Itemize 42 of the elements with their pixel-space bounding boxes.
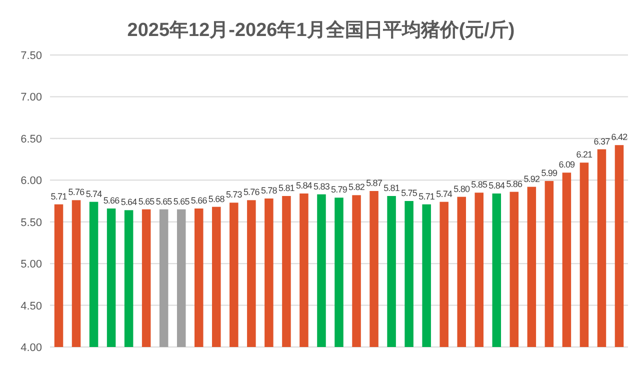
data-label: 5.75 (401, 188, 418, 198)
y-tick-label: 6.50 (20, 133, 42, 146)
data-label: 5.87 (366, 178, 382, 188)
y-tick-label: 5.50 (20, 216, 42, 229)
data-label: 5.71 (50, 191, 68, 202)
data-label: 5.71 (418, 191, 435, 202)
data-label: 5.64 (120, 197, 138, 208)
data-label: 5.86 (506, 178, 522, 189)
y-tick-label: 7.50 (20, 50, 42, 62)
data-label: 5.79 (331, 184, 348, 195)
y-tick-label: 7.00 (20, 92, 42, 104)
data-label: 5.76 (243, 187, 260, 198)
data-label: 5.81 (278, 182, 295, 193)
data-label: 5.99 (541, 168, 558, 178)
data-label: 5.84 (296, 180, 312, 190)
data-label: 6.42 (611, 132, 628, 142)
data-label: 5.82 (348, 182, 365, 192)
data-label: 6.37 (594, 136, 610, 146)
data-label: 5.92 (524, 174, 540, 184)
y-tick-label: 5.00 (20, 258, 42, 271)
data-label: 5.65 (138, 196, 155, 206)
data-label: 5.74 (436, 188, 452, 199)
data-label: 6.09 (558, 160, 576, 170)
data-label: 6.21 (576, 150, 593, 160)
data-label: 5.80 (454, 184, 470, 194)
y-tick-label: 4.00 (20, 342, 42, 354)
y-tick-label: 4.50 (20, 300, 42, 312)
data-label: 5.73 (226, 190, 242, 200)
data-label: 5.68 (208, 194, 225, 204)
data-label: 5.83 (314, 181, 330, 192)
data-label: 5.66 (190, 196, 208, 206)
data-label: 5.81 (384, 182, 400, 193)
data-label: 5.74 (86, 188, 102, 199)
data-label: 5.65 (173, 196, 190, 206)
y-tick-label: 6.00 (20, 175, 42, 188)
data-label: 5.66 (103, 196, 120, 206)
data-label: 5.84 (488, 180, 505, 190)
data-label: 5.78 (260, 185, 278, 196)
data-label: 5.76 (68, 187, 85, 198)
chart-title: 2025年12月-2026年1月全国日平均猪价(元/斤) (127, 19, 515, 41)
data-label: 5.65 (156, 196, 172, 206)
data-label: 5.85 (471, 180, 488, 190)
